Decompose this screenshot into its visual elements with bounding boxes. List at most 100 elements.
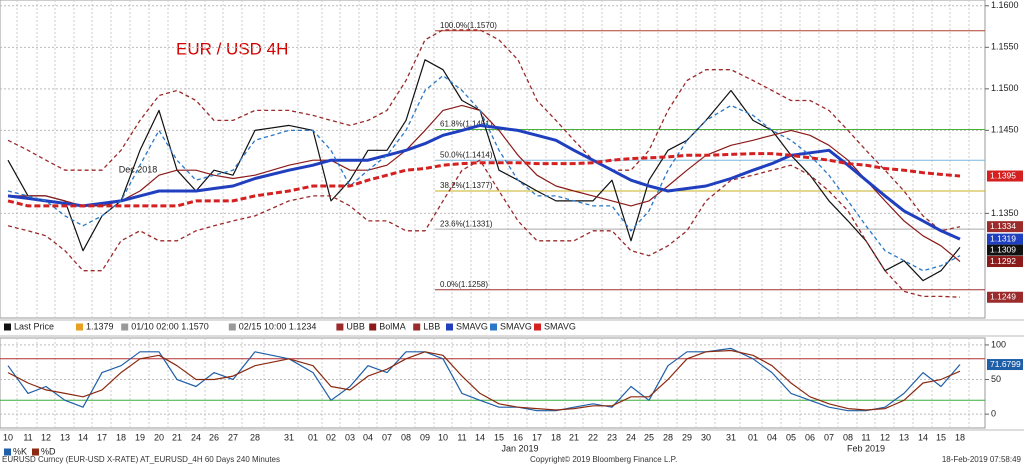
series-line <box>7 59 961 282</box>
x-tick-label: 12 <box>880 432 890 442</box>
oscillator-panel <box>0 337 986 429</box>
series-line <box>7 29 961 232</box>
x-tick-label: 31 <box>726 432 736 442</box>
fib-label: 23.6%(1.1331) <box>440 219 493 228</box>
x-tick-label: 17 <box>97 432 107 442</box>
x-tick-label: 04 <box>363 432 373 442</box>
series-line <box>8 104 961 262</box>
x-tick-label: 08 <box>401 432 411 442</box>
x-tick-label: 26 <box>209 432 219 442</box>
x-tick-label: 18 <box>551 432 561 442</box>
x-tick-label: 24 <box>191 432 201 442</box>
x-tick-label: 07 <box>382 432 392 442</box>
x-tick-label: 12 <box>41 432 51 442</box>
legend-swatch <box>32 448 39 456</box>
series-line <box>7 123 961 241</box>
x-tick-label: 13 <box>899 432 909 442</box>
x-tick-label: 06 <box>805 432 815 442</box>
price-tag-label: 1.1334 <box>990 221 1016 231</box>
x-tick-label: 16 <box>513 432 523 442</box>
y-tick-label: 1.1500 <box>991 83 1019 93</box>
x-tick-label: 18 <box>116 432 126 442</box>
x-tick-label: 01 <box>308 432 318 442</box>
legend-swatch <box>369 323 377 331</box>
price-tag <box>987 291 1023 303</box>
month-label: Dec 2018 <box>119 164 158 174</box>
fib-label: 100.0%(1.1570) <box>440 21 497 30</box>
x-tick-label: 17 <box>532 432 542 442</box>
x-tick-label: 13 <box>60 432 70 442</box>
x-tick-label: 24 <box>626 432 636 442</box>
x-tick-label: 15 <box>494 432 504 442</box>
x-tick-label: 14 <box>78 432 88 442</box>
legend-swatch <box>121 323 129 331</box>
x-tick-label: 25 <box>644 432 654 442</box>
x-tick-label: 03 <box>345 432 355 442</box>
x-tick-label: 15 <box>936 432 946 442</box>
price-tag <box>987 256 1023 268</box>
x-tick-label: 18 <box>955 432 965 442</box>
legend-label: SMAVG <box>500 321 532 331</box>
price-tag-label: 1.1319 <box>990 233 1016 243</box>
x-tick-label: 14 <box>475 432 485 442</box>
legend-swatch <box>534 323 541 331</box>
x-tick-label: 31 <box>284 432 294 442</box>
legend-swatch <box>336 323 344 331</box>
y-tick-label: 100 <box>991 339 1006 349</box>
legend-label: SMAVG <box>456 321 488 331</box>
price-tag-label: 1.1249 <box>990 291 1016 301</box>
series-line <box>7 152 961 208</box>
legend-swatch <box>413 323 421 331</box>
legend-stat: 02/15 10:00 1.1234 <box>239 321 317 331</box>
legend-label: Last Price <box>14 321 54 331</box>
legend-swatch <box>4 448 11 456</box>
price-tag <box>987 170 1023 182</box>
price-tag-label: 71.6799 <box>990 359 1021 369</box>
x-tick-label: 10 <box>438 432 448 442</box>
y-tick-label: 1.1350 <box>991 208 1019 218</box>
legend-label: %D <box>41 446 56 456</box>
x-tick-label: 21 <box>569 432 579 442</box>
month-label: Jan 2019 <box>501 443 538 453</box>
price-tag-label: 1.1395 <box>990 170 1016 180</box>
legend-swatch <box>228 323 236 331</box>
chart-title: EUR / USD 4H <box>176 39 288 58</box>
footer-center: Copyright© 2019 Bloomberg Finance L.P. <box>530 455 677 464</box>
legend-swatch <box>490 323 497 331</box>
price-tag <box>987 244 1023 256</box>
series-line <box>7 74 961 272</box>
fib-label: 61.8%(1.1451) <box>440 120 493 129</box>
legend-label: UBB <box>346 321 365 331</box>
x-tick-label: 23 <box>607 432 617 442</box>
legend-label: BolMA <box>379 321 406 331</box>
footer-left: EURUSD Curncy (EUR-USD X-RATE) AT_EURUSD… <box>2 455 280 464</box>
y-tick-label: 1.1450 <box>991 125 1019 135</box>
y-tick-label: 0 <box>991 409 996 419</box>
legend-swatch <box>4 323 11 331</box>
x-tick-label: 05 <box>786 432 796 442</box>
x-tick-label: 30 <box>701 432 711 442</box>
x-tick-label: 21 <box>172 432 182 442</box>
x-tick-label: 01 <box>748 432 758 442</box>
legend-label: LBB <box>423 321 440 331</box>
x-tick-label: 22 <box>588 432 598 442</box>
x-tick-label: 11 <box>861 432 870 442</box>
x-tick-label: 28 <box>250 432 260 442</box>
legend-label: %K <box>13 446 27 456</box>
price-tag <box>987 233 1023 245</box>
fib-label: 0.0%(1.1258) <box>440 280 488 289</box>
series-line <box>7 159 961 298</box>
x-tick-label: 09 <box>420 432 430 442</box>
x-tick-label: 08 <box>843 432 853 442</box>
price-tag <box>987 359 1023 371</box>
x-tick-label: 11 <box>23 432 32 442</box>
legend-stat: 01/10 02:00 1.1570 <box>131 321 209 331</box>
legend-label: SMAVG <box>544 321 576 331</box>
x-tick-label: 02 <box>326 432 336 442</box>
y-tick-label: 50 <box>991 374 1001 384</box>
month-label: Feb 2019 <box>847 443 885 453</box>
x-tick-label: 19 <box>135 432 145 442</box>
x-tick-label: 27 <box>228 432 238 442</box>
x-tick-label: 11 <box>457 432 466 442</box>
